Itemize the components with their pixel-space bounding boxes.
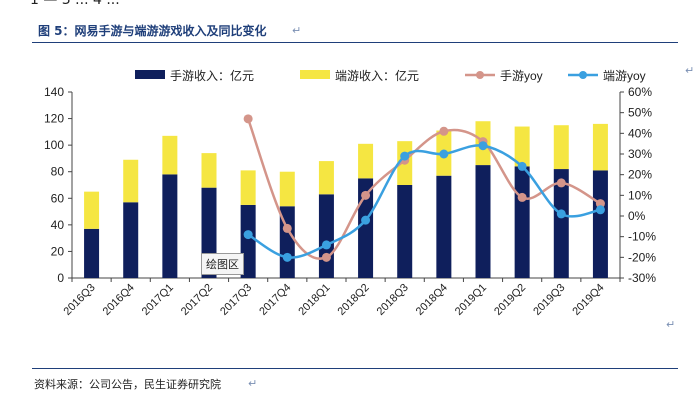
bar-pc-revenue [553,125,569,170]
left-tick-label: 60 [51,191,65,205]
pc-yoy-point [243,230,253,240]
bar-pc-revenue [592,123,608,171]
legend-mobile-yoy-label: 手游yoy [500,69,543,83]
x-tick-label: 2019Q2 [492,282,528,318]
bar-mobile-revenue [162,174,178,278]
bar-pc-revenue [123,159,139,203]
legend: 手游收入：亿元 端游收入：亿元 手游yoy 端游yoy [135,68,646,83]
source-return-mark: ↵ [248,377,258,390]
x-tick-label: 2019Q3 [531,282,567,318]
pc-yoy-line [247,144,601,259]
right-tick-label: 50% [628,106,652,120]
pc-yoy-point [478,141,488,151]
plot-area-tooltip: 绘图区 [201,253,244,275]
right-tick-label: -20% [628,250,656,264]
bar-pc-revenue [201,153,217,188]
mobile-yoy-point [282,223,292,233]
bar-mobile-revenue [318,194,334,278]
right-tick-label: 0% [628,209,646,223]
source-rule [32,368,678,369]
source-note: 资料来源：公司公告，民生证券研究院 [34,378,221,391]
bar-pc-revenue [279,171,295,207]
mobile-yoy-point [439,126,449,136]
mobile-yoy-point [321,252,331,262]
mobile-yoy-point [243,114,253,124]
left-tick-label: 40 [51,218,65,232]
pc-yoy-point [400,151,410,161]
legend-mobile-revenue-label: 手游收入：亿元 [170,68,254,83]
bar-pc-revenue [514,126,530,167]
legend-mobile-revenue-swatch [135,70,165,79]
bar-mobile-revenue [84,228,100,278]
right-tick-label: 60% [628,85,652,99]
x-tick-label: 2018Q1 [296,282,332,318]
top-strip-text: 1 — 3 ... 4 ... [30,0,120,8]
x-tick-label: 2018Q2 [336,282,372,318]
mobile-yoy-point [595,199,605,209]
bar-mobile-revenue [123,202,139,278]
left-tick-label: 100 [44,138,64,152]
bar-mobile-revenue [436,175,452,278]
x-tick-label: 2017Q1 [140,282,176,318]
bar-pc-revenue [318,161,334,195]
legend-pc-yoy-label: 端游yoy [603,69,646,83]
left-tick-label: 0 [57,271,64,285]
title-return-mark: ↵ [292,24,302,37]
figure-title: 图 5：网易手游与端游游戏收入及同比变化 [38,24,267,38]
bar-mobile-revenue [240,204,256,278]
pc-yoy-point [361,215,371,225]
mobile-yoy-line [246,118,602,260]
x-tick-label: 2016Q4 [101,282,137,318]
bar-mobile-revenue [514,166,530,278]
pc-yoy-point [321,240,331,250]
legend-pc-revenue-swatch [300,70,330,79]
chart-return-mark: ↵ [666,318,676,331]
right-tick-label: 30% [628,147,652,161]
legend-pc-revenue-label: 端游收入：亿元 [335,68,419,83]
x-tick-label: 2016Q3 [62,282,98,318]
bar-pc-revenue [358,143,374,179]
side-return-mark: ↵ [685,64,695,77]
bar-mobile-revenue [397,185,413,278]
bar-mobile-revenue [475,165,491,278]
mobile-yoy-point [517,192,527,202]
bar-pc-revenue [162,135,178,175]
left-tick-label: 20 [51,244,65,258]
lines [243,114,605,262]
x-tick-label: 2019Q4 [570,282,606,318]
mobile-yoy-point [361,190,371,200]
pc-yoy-point [439,149,449,159]
left-tick-label: 120 [44,112,64,126]
pc-yoy-point [595,205,605,215]
legend-pc-yoy-marker [579,71,587,79]
top-strip: 1 — 3 ... 4 ... [0,0,700,8]
bar-pc-revenue [240,170,256,205]
x-tick-label: 2018Q3 [375,282,411,318]
x-tick-label: 2019Q1 [453,282,489,318]
pc-yoy-point [282,252,292,262]
right-tick-label: 40% [628,126,652,140]
right-tick-label: -10% [628,230,656,244]
bar-mobile-revenue [358,178,374,278]
right-tick-label: 10% [628,188,652,202]
left-tick-label: 140 [44,85,64,99]
x-tick-label: 2018Q4 [414,282,450,318]
right-tick-label: 20% [628,168,652,182]
pc-yoy-point [556,209,566,219]
right-tick-label: -30% [628,271,656,285]
x-tick-label: 2017Q3 [218,282,254,318]
bar-pc-revenue [84,191,100,229]
x-tick-label: 2017Q2 [179,282,215,318]
mobile-yoy-point [556,178,566,188]
bar-mobile-revenue [592,170,608,278]
pc-yoy-point [517,161,527,171]
left-tick-label: 80 [51,165,65,179]
bar-mobile-revenue [279,206,295,278]
legend-mobile-yoy-marker [476,71,484,79]
title-rule [32,42,678,43]
x-tick-label: 2017Q4 [257,282,293,318]
bar-mobile-revenue [553,169,569,278]
